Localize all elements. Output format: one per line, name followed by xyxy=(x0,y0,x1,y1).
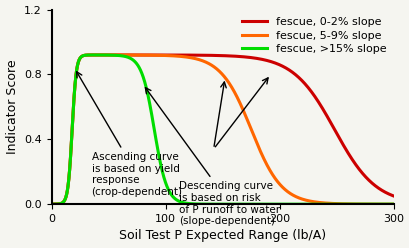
Y-axis label: Indicator Score: Indicator Score xyxy=(6,60,18,154)
fescue, >15% slope xyxy=(195,203,200,206)
fescue, 0-2% slope xyxy=(347,155,352,158)
fescue, >15% slope xyxy=(92,54,97,57)
fescue, 5-9% slope xyxy=(94,54,99,57)
fescue, >15% slope xyxy=(391,203,396,206)
fescue, >15% slope xyxy=(88,54,93,57)
Legend: fescue, 0-2% slope, fescue, 5-9% slope, fescue, >15% slope: fescue, 0-2% slope, fescue, 5-9% slope, … xyxy=(239,15,387,56)
fescue, 5-9% slope xyxy=(180,55,185,58)
fescue, >15% slope xyxy=(347,203,352,206)
fescue, 5-9% slope xyxy=(49,203,54,206)
X-axis label: Soil Test P Expected Range (lb/A): Soil Test P Expected Range (lb/A) xyxy=(119,229,326,243)
fescue, 0-2% slope xyxy=(88,54,93,57)
Line: fescue, 5-9% slope: fescue, 5-9% slope xyxy=(52,55,393,204)
Line: fescue, 0-2% slope: fescue, 0-2% slope xyxy=(52,55,393,204)
Line: fescue, >15% slope: fescue, >15% slope xyxy=(52,55,393,204)
fescue, >15% slope xyxy=(180,201,185,204)
fescue, 0-2% slope xyxy=(195,54,200,57)
Text: Descending curve
is based on risk
of P runoff to water
(slope-dependent): Descending curve is based on risk of P r… xyxy=(145,88,280,226)
fescue, >15% slope xyxy=(49,203,54,206)
fescue, >15% slope xyxy=(384,203,389,206)
Text: Ascending curve
is based on yield
response
(crop-dependent): Ascending curve is based on yield respon… xyxy=(76,72,182,197)
fescue, 0-2% slope xyxy=(384,192,389,195)
fescue, >15% slope xyxy=(108,54,113,57)
fescue, 0-2% slope xyxy=(180,54,185,57)
fescue, 5-9% slope xyxy=(347,202,352,205)
fescue, 5-9% slope xyxy=(384,203,389,206)
fescue, 0-2% slope xyxy=(391,195,396,198)
fescue, 0-2% slope xyxy=(49,203,54,206)
fescue, 0-2% slope xyxy=(108,54,113,57)
fescue, 5-9% slope xyxy=(88,54,93,57)
fescue, 5-9% slope xyxy=(195,58,200,61)
fescue, 0-2% slope xyxy=(98,54,103,57)
fescue, 5-9% slope xyxy=(108,54,113,57)
fescue, 5-9% slope xyxy=(391,203,396,206)
